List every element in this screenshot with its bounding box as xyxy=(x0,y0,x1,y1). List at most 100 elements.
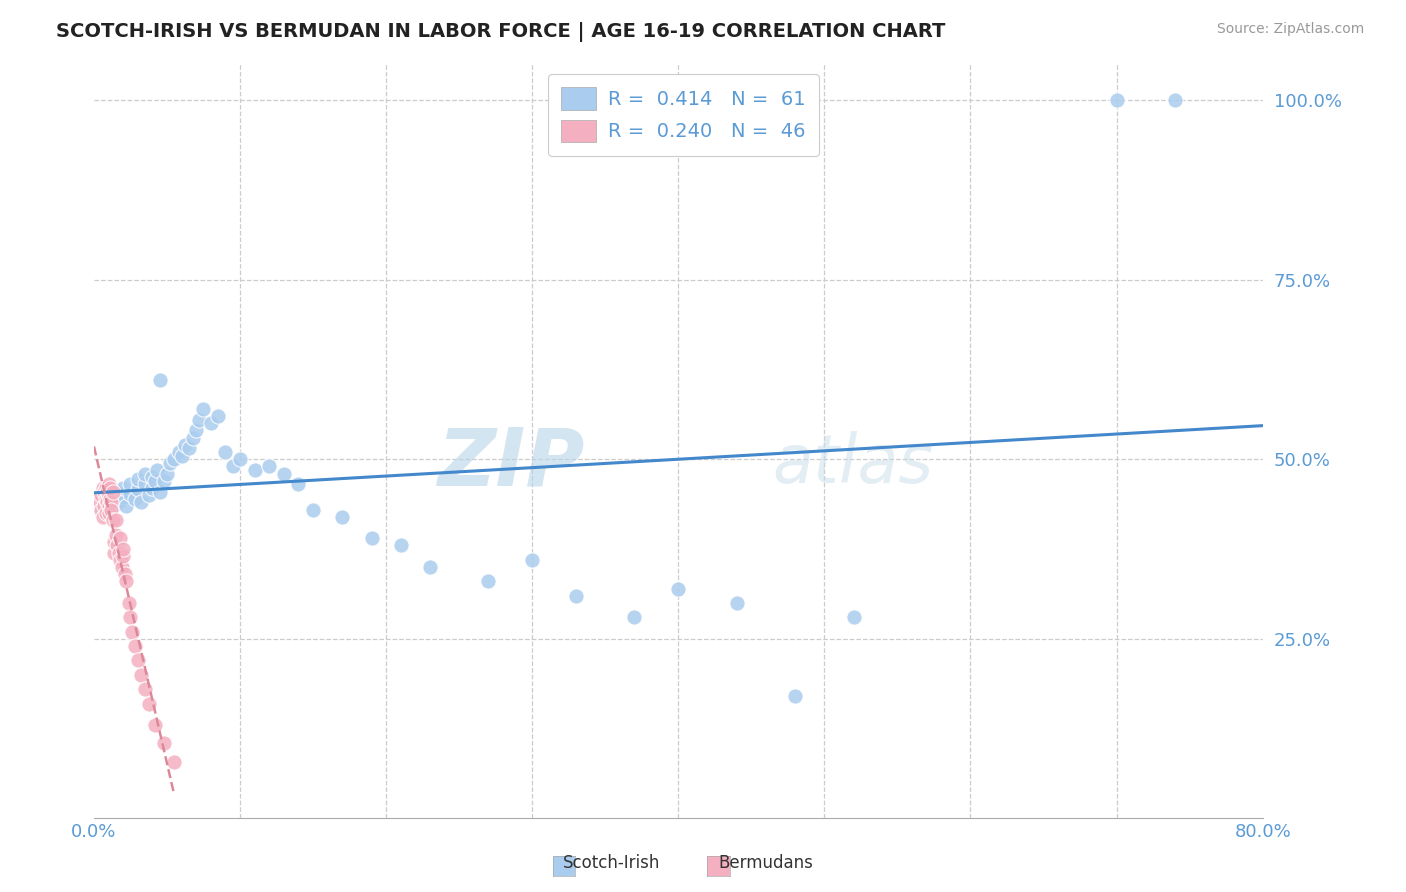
Point xyxy=(360,531,382,545)
Point xyxy=(100,502,122,516)
Point xyxy=(103,534,125,549)
Point xyxy=(90,488,112,502)
Point xyxy=(98,481,121,495)
Point xyxy=(145,463,167,477)
Point xyxy=(163,756,186,770)
Point xyxy=(565,589,588,603)
Point xyxy=(127,472,149,486)
Point xyxy=(725,596,748,610)
Point xyxy=(100,488,122,502)
Point xyxy=(173,438,195,452)
Point xyxy=(188,413,211,427)
Point xyxy=(120,610,142,624)
Point xyxy=(1105,93,1128,107)
Point xyxy=(94,491,117,506)
Point xyxy=(181,431,204,445)
Point xyxy=(96,495,118,509)
Point xyxy=(100,495,122,509)
Point xyxy=(159,456,181,470)
Point xyxy=(104,497,127,511)
Point xyxy=(129,667,152,681)
Point xyxy=(114,567,136,582)
Point xyxy=(112,481,135,495)
Point xyxy=(200,417,222,431)
Point xyxy=(257,459,280,474)
Point xyxy=(842,610,865,624)
Point xyxy=(138,697,160,711)
Point xyxy=(163,452,186,467)
Point xyxy=(127,483,149,497)
Point xyxy=(167,445,190,459)
Point xyxy=(193,401,215,416)
Text: atlas: atlas xyxy=(772,431,934,497)
Point xyxy=(104,513,127,527)
Point xyxy=(149,373,172,387)
Point xyxy=(522,553,544,567)
Point xyxy=(115,574,138,589)
Point xyxy=(143,718,166,732)
Text: SCOTCH-IRISH VS BERMUDAN IN LABOR FORCE | AGE 16-19 CORRELATION CHART: SCOTCH-IRISH VS BERMUDAN IN LABOR FORCE … xyxy=(56,22,946,42)
Text: Scotch-Irish: Scotch-Irish xyxy=(562,855,661,872)
Point xyxy=(138,488,160,502)
Point xyxy=(112,490,135,504)
Text: ZIP: ZIP xyxy=(437,425,585,503)
Point xyxy=(104,484,127,499)
Point xyxy=(127,653,149,667)
Point xyxy=(124,639,146,653)
Point xyxy=(112,549,135,564)
Point xyxy=(477,574,499,589)
Point xyxy=(120,486,142,500)
Point xyxy=(110,531,132,545)
Point xyxy=(115,499,138,513)
Point xyxy=(214,445,236,459)
Point xyxy=(222,459,245,474)
Point xyxy=(243,463,266,477)
Point xyxy=(97,477,120,491)
Point xyxy=(287,477,309,491)
Point xyxy=(101,484,124,499)
Point xyxy=(96,484,118,499)
Point xyxy=(97,506,120,520)
Point xyxy=(107,546,129,560)
Point xyxy=(153,736,176,750)
Point xyxy=(419,560,441,574)
Point xyxy=(141,470,163,484)
Point xyxy=(97,488,120,502)
Point xyxy=(177,442,200,456)
Point xyxy=(170,449,193,463)
Point xyxy=(785,690,807,704)
Text: Source: ZipAtlas.com: Source: ZipAtlas.com xyxy=(1216,22,1364,37)
Point xyxy=(134,467,156,481)
Point xyxy=(93,484,115,499)
Point xyxy=(94,506,117,520)
Point xyxy=(103,546,125,560)
Point xyxy=(141,481,163,495)
Point xyxy=(94,491,117,506)
Point xyxy=(134,477,156,491)
Point xyxy=(110,494,132,508)
Point xyxy=(118,596,141,610)
Point xyxy=(90,502,112,516)
Point xyxy=(112,542,135,557)
Point xyxy=(90,502,112,516)
Point xyxy=(1164,93,1187,107)
Point xyxy=(94,481,117,495)
Legend: R =  0.414   N =  61, R =  0.240   N =  46: R = 0.414 N = 61, R = 0.240 N = 46 xyxy=(548,74,820,155)
Point xyxy=(110,553,132,567)
Point xyxy=(666,582,689,596)
Text: Bermudans: Bermudans xyxy=(718,855,814,872)
Point xyxy=(330,509,353,524)
Point xyxy=(98,491,121,506)
Point xyxy=(153,474,176,488)
Point xyxy=(229,452,252,467)
Point xyxy=(156,467,179,481)
Point xyxy=(101,513,124,527)
Point xyxy=(89,495,111,509)
Point xyxy=(121,624,143,639)
Point xyxy=(104,527,127,541)
Point xyxy=(105,538,128,552)
Point xyxy=(186,424,208,438)
Point xyxy=(129,495,152,509)
Point xyxy=(91,481,114,495)
Point xyxy=(124,491,146,506)
